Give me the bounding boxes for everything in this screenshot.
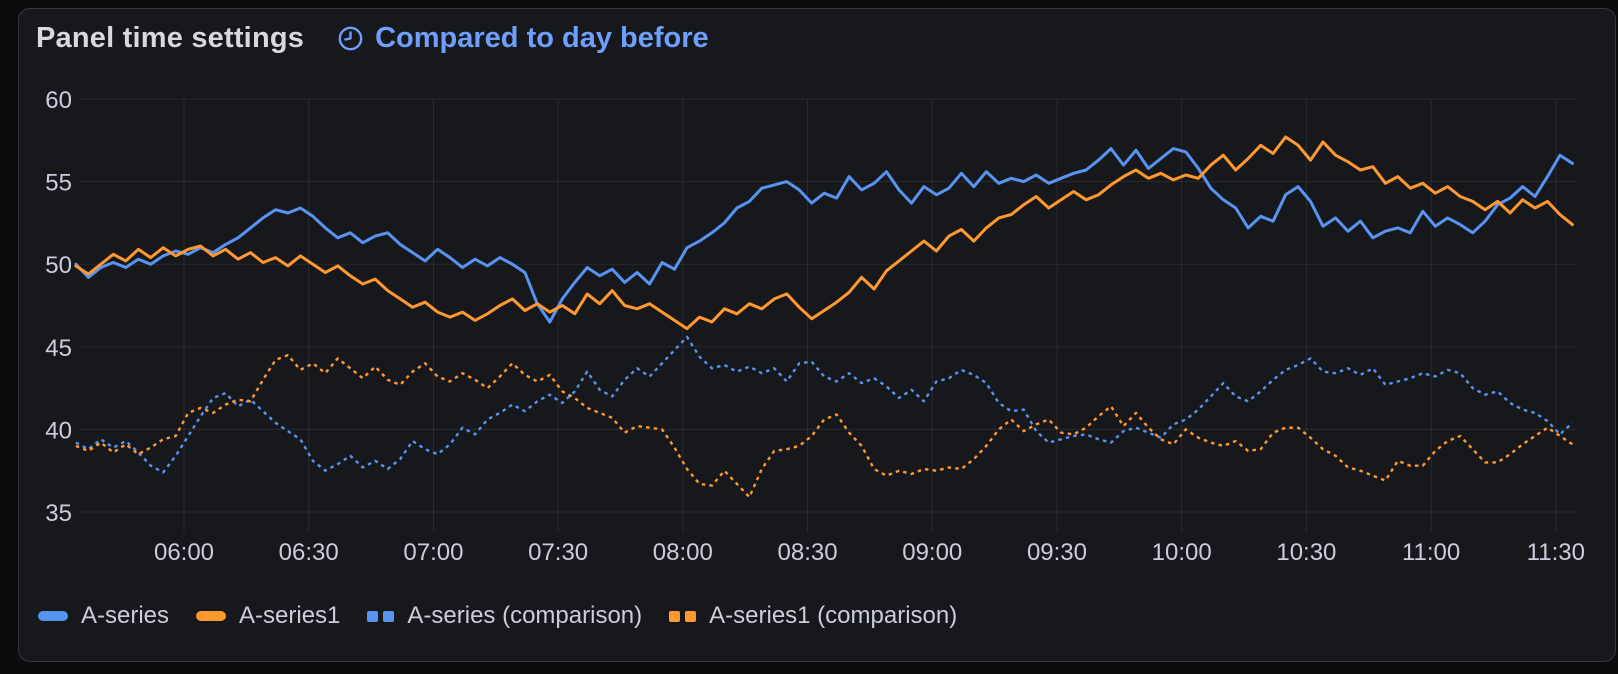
x-tick-label: 11:00 bbox=[1402, 539, 1460, 566]
x-tick-label: 08:00 bbox=[653, 539, 713, 566]
x-tick-label: 10:00 bbox=[1152, 539, 1212, 566]
x-tick-label: 06:00 bbox=[154, 539, 214, 566]
legend-item-a-series[interactable]: A-series bbox=[38, 602, 169, 630]
legend-label: A-series bbox=[81, 602, 170, 629]
x-tick-label: 11:30 bbox=[1527, 539, 1585, 566]
legend-item-a-series1-comparison[interactable]: A-series1 (comparison) bbox=[669, 602, 957, 630]
y-tick-label: 45 bbox=[45, 335, 72, 362]
series-line-a-series1 bbox=[74, 135, 1574, 331]
legend-swatch-solid-icon bbox=[38, 611, 68, 621]
x-tick-label: 07:00 bbox=[403, 539, 463, 566]
legend-label: A-series (comparison) bbox=[407, 602, 643, 629]
x-tick-label: 06:30 bbox=[279, 539, 339, 566]
series-line-a-series-comparison bbox=[75, 335, 1574, 474]
legend-item-a-series1[interactable]: A-series1 bbox=[196, 602, 340, 630]
legend-label: A-series1 bbox=[239, 602, 341, 629]
y-tick-label: 60 bbox=[45, 87, 72, 114]
clock-icon bbox=[338, 26, 363, 50]
x-tick-label: 08:30 bbox=[778, 539, 838, 566]
time-comparison-label: Compared to day before bbox=[375, 21, 709, 54]
y-tick-label: 35 bbox=[45, 500, 72, 527]
legend-swatch-dashed-icon bbox=[669, 610, 697, 622]
x-tick-label: 07:30 bbox=[528, 539, 588, 566]
panel-title[interactable]: Panel time settings bbox=[36, 21, 305, 54]
x-tick-label: 10:30 bbox=[1276, 539, 1336, 566]
series-line-a-series bbox=[74, 147, 1574, 324]
chart-legend: A-series A-series1 A-series (comparison) A-… bbox=[38, 598, 957, 634]
time-comparison-link[interactable]: Compared to day before bbox=[337, 22, 709, 55]
panel-header: Panel time settings Compared to day befo… bbox=[36, 18, 709, 58]
series-line-a-series1-comparison bbox=[75, 353, 1574, 499]
x-tick-label: 09:00 bbox=[902, 539, 962, 566]
time-series-panel bbox=[18, 8, 1616, 662]
legend-swatch-solid-icon bbox=[196, 611, 227, 621]
y-tick-label: 55 bbox=[45, 170, 72, 197]
y-tick-label: 40 bbox=[45, 417, 72, 444]
legend-swatch-dashed-icon bbox=[367, 610, 395, 622]
legend-label: A-series1 (comparison) bbox=[709, 602, 958, 629]
y-tick-label: 50 bbox=[45, 252, 72, 279]
x-tick-label: 09:30 bbox=[1027, 539, 1087, 566]
legend-item-a-series-comparison[interactable]: A-series (comparison) bbox=[367, 602, 642, 630]
